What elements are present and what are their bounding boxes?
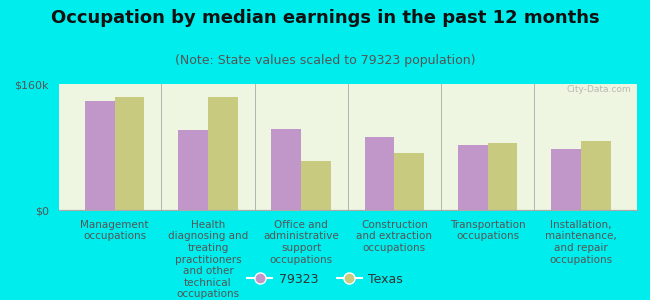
Bar xyxy=(114,98,144,210)
Bar xyxy=(271,129,301,210)
Bar xyxy=(301,161,331,210)
Legend: 79323, Texas: 79323, Texas xyxy=(242,268,408,291)
Bar xyxy=(365,137,395,210)
Bar xyxy=(458,145,488,210)
Bar xyxy=(178,130,208,210)
Bar xyxy=(488,143,517,210)
Bar xyxy=(581,141,611,210)
Bar xyxy=(84,101,114,210)
Text: City-Data.com: City-Data.com xyxy=(567,85,631,94)
Bar xyxy=(551,148,581,210)
Text: (Note: State values scaled to 79323 population): (Note: State values scaled to 79323 popu… xyxy=(175,54,475,67)
Text: Occupation by median earnings in the past 12 months: Occupation by median earnings in the pas… xyxy=(51,9,599,27)
Bar xyxy=(395,153,424,210)
Bar xyxy=(208,98,238,210)
